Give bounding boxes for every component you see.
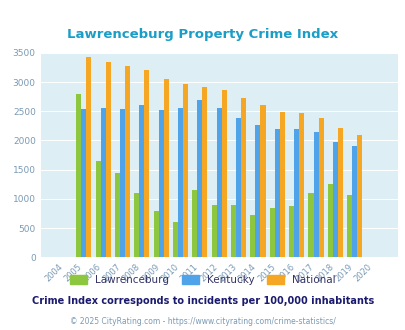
- Bar: [95, 161, 100, 257]
- Bar: [269, 208, 274, 257]
- Bar: [318, 118, 323, 257]
- Legend: Lawrenceburg, Kentucky, National: Lawrenceburg, Kentucky, National: [66, 271, 339, 289]
- Bar: [197, 100, 202, 257]
- Bar: [202, 87, 207, 257]
- Bar: [279, 112, 284, 257]
- Text: Crime Index corresponds to incidents per 100,000 inhabitants: Crime Index corresponds to incidents per…: [32, 296, 373, 306]
- Bar: [81, 109, 86, 257]
- Bar: [255, 125, 260, 257]
- Bar: [134, 193, 139, 257]
- Bar: [115, 173, 119, 257]
- Bar: [337, 128, 342, 257]
- Bar: [158, 110, 163, 257]
- Text: Lawrenceburg Property Crime Index: Lawrenceburg Property Crime Index: [67, 28, 338, 41]
- Text: © 2025 CityRating.com - https://www.cityrating.com/crime-statistics/: © 2025 CityRating.com - https://www.city…: [70, 317, 335, 326]
- Bar: [144, 70, 149, 257]
- Bar: [274, 129, 279, 257]
- Bar: [86, 57, 91, 257]
- Bar: [216, 108, 221, 257]
- Bar: [119, 109, 125, 257]
- Bar: [177, 108, 183, 257]
- Bar: [230, 205, 235, 257]
- Bar: [352, 146, 356, 257]
- Bar: [298, 113, 303, 257]
- Bar: [327, 184, 332, 257]
- Bar: [173, 222, 177, 257]
- Bar: [125, 66, 130, 257]
- Bar: [356, 135, 361, 257]
- Bar: [183, 84, 188, 257]
- Bar: [294, 129, 298, 257]
- Bar: [192, 190, 197, 257]
- Bar: [260, 105, 265, 257]
- Bar: [163, 79, 168, 257]
- Bar: [313, 132, 318, 257]
- Bar: [139, 105, 144, 257]
- Bar: [76, 94, 81, 257]
- Bar: [332, 142, 337, 257]
- Bar: [153, 211, 158, 257]
- Bar: [241, 98, 245, 257]
- Bar: [346, 195, 352, 257]
- Bar: [235, 118, 241, 257]
- Bar: [100, 108, 105, 257]
- Bar: [211, 205, 216, 257]
- Bar: [221, 90, 226, 257]
- Bar: [308, 193, 313, 257]
- Bar: [288, 206, 294, 257]
- Bar: [105, 62, 111, 257]
- Bar: [250, 215, 255, 257]
